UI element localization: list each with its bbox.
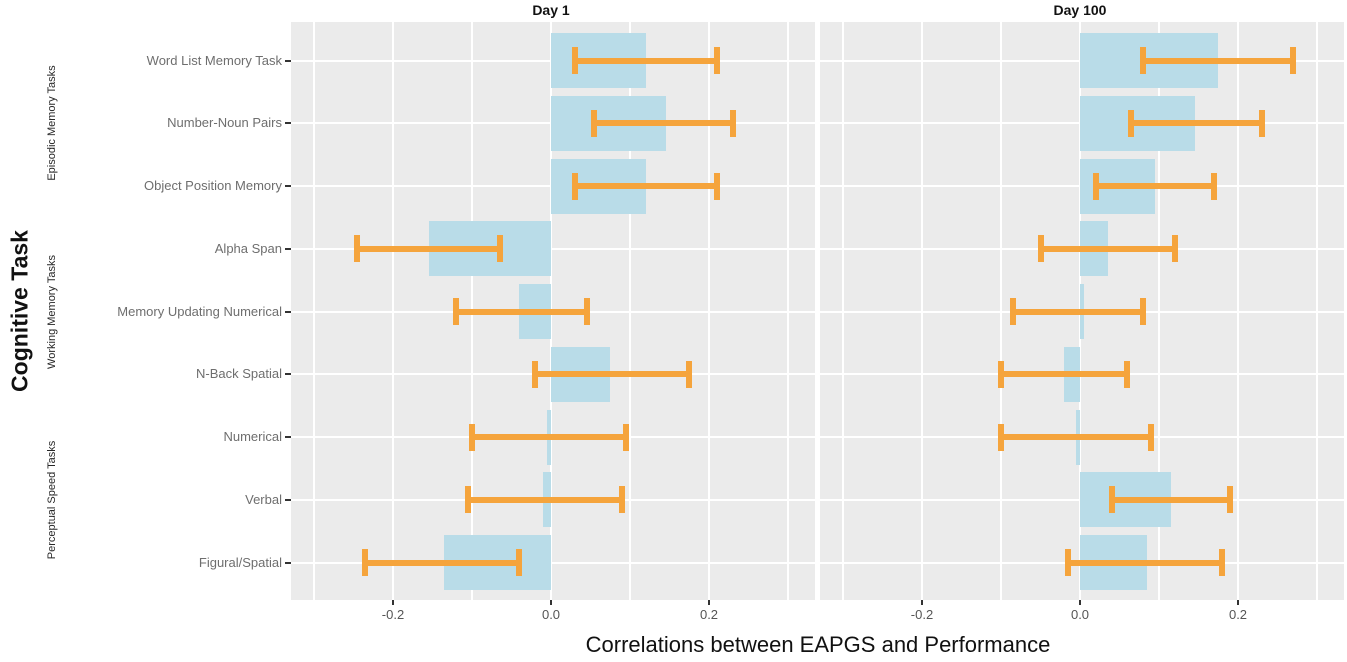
error-bar-line — [535, 371, 690, 378]
error-bar-line — [574, 57, 717, 64]
error-bar-line — [1143, 57, 1294, 64]
error-bar-line — [574, 183, 717, 189]
error-bar-cap — [1124, 360, 1131, 388]
error-bar-cap — [998, 360, 1004, 388]
task-label: N-Back Spatial — [196, 366, 282, 382]
error-bar-cap — [1171, 235, 1178, 263]
error-bar-cap — [453, 298, 460, 325]
error-bar-line — [1095, 183, 1215, 189]
facet-title: Day 1 — [532, 2, 570, 18]
error-bar-line — [1068, 559, 1223, 566]
error-bar-cap — [1037, 235, 1044, 263]
error-bar-cap — [591, 109, 598, 137]
error-bar-cap — [686, 360, 693, 388]
error-bar-cap — [1128, 109, 1135, 137]
error-bar-cap — [1148, 423, 1155, 451]
gridline-major-y — [291, 247, 815, 250]
task-label: Alpha Span — [214, 240, 282, 256]
x-tick-mark — [921, 600, 923, 605]
task-group-label: Perceptual Speed Tasks — [46, 440, 58, 559]
error-bar-cap — [1290, 47, 1297, 74]
error-bar-cap — [571, 47, 578, 74]
x-tick-mark — [550, 600, 552, 605]
error-bar-cap — [354, 235, 361, 263]
error-bar-cap — [1065, 549, 1072, 576]
error-bar-cap — [1092, 172, 1099, 200]
error-bar-line — [1131, 120, 1262, 127]
error-bar-line — [468, 496, 623, 503]
y-tick-mark — [285, 436, 291, 438]
y-tick-mark — [285, 59, 291, 62]
error-bar-cap — [1227, 486, 1234, 514]
y-tick-mark — [285, 561, 291, 564]
x-tick-label: -0.2 — [381, 607, 405, 622]
error-bar-cap — [465, 486, 472, 514]
task-label: Numerical — [223, 429, 282, 444]
y-tick-mark — [285, 122, 291, 125]
error-bar-line — [472, 434, 627, 440]
error-bar-cap — [1258, 109, 1265, 137]
error-bar-line — [456, 308, 587, 315]
y-tick-mark — [285, 498, 291, 501]
error-bar-cap — [1108, 486, 1115, 514]
y-tick-mark — [285, 373, 291, 376]
y-tick-mark — [285, 247, 291, 250]
error-bar-cap — [1211, 172, 1218, 200]
facet-panel-2 — [820, 22, 1344, 600]
error-bar-line — [1012, 308, 1144, 315]
error-bar-cap — [571, 172, 578, 200]
error-bar-cap — [532, 360, 539, 388]
facet-panel-1 — [291, 22, 815, 600]
y-axis-title: Cognitive Task — [6, 230, 33, 392]
x-axis-title: Correlations between EAPGS and Performan… — [585, 632, 1051, 657]
error-bar-cap — [729, 109, 736, 137]
x-tick-label: 0.0 — [1070, 607, 1090, 622]
task-label: Object Position Memory — [144, 178, 282, 193]
task-label: Figural/Spatial — [198, 554, 282, 570]
facet-title: Day 100 — [1053, 2, 1107, 18]
error-bar-line — [1111, 496, 1231, 503]
x-tick-label: -0.2 — [910, 607, 934, 622]
error-bar-line — [594, 120, 733, 127]
task-group-label: Episodic Memory Tasks — [46, 65, 58, 181]
error-bar-cap — [362, 549, 369, 576]
error-bar-line — [1001, 434, 1152, 440]
error-bar-cap — [516, 549, 523, 576]
error-bar-cap — [1009, 298, 1016, 325]
error-bar-cap — [469, 423, 475, 451]
error-bar-cap — [619, 486, 626, 514]
error-bar-cap — [583, 298, 590, 325]
x-tick-label: 0.2 — [699, 607, 719, 622]
x-tick-mark — [708, 600, 710, 605]
task-group-label: Working Memory Tasks — [46, 254, 58, 369]
error-bar-line — [1001, 371, 1128, 378]
y-tick-mark — [285, 185, 291, 187]
x-tick-label: 0.2 — [1228, 607, 1248, 622]
task-label: Number-Noun Pairs — [167, 115, 282, 131]
x-tick-mark — [1079, 600, 1081, 605]
x-tick-label: 0.0 — [541, 607, 561, 622]
y-tick-mark — [285, 310, 291, 313]
error-bar-line — [1040, 245, 1175, 252]
x-tick-mark — [392, 600, 394, 605]
x-tick-mark — [1237, 600, 1239, 605]
task-label: Word List Memory Task — [146, 52, 282, 68]
error-bar-cap — [1140, 298, 1147, 325]
task-label: Memory Updating Numerical — [117, 303, 282, 319]
error-bar-cap — [623, 423, 630, 451]
error-bar-cap — [1140, 47, 1147, 74]
error-bar-cap — [998, 423, 1004, 451]
error-bar-line — [357, 245, 500, 252]
gridline-major-y — [291, 561, 815, 564]
error-bar-line — [365, 559, 520, 566]
error-bar-cap — [713, 172, 720, 200]
error-bar-cap — [1219, 549, 1226, 576]
error-bar-cap — [496, 235, 503, 263]
task-label: Verbal — [245, 491, 282, 507]
error-bar-cap — [713, 47, 720, 74]
